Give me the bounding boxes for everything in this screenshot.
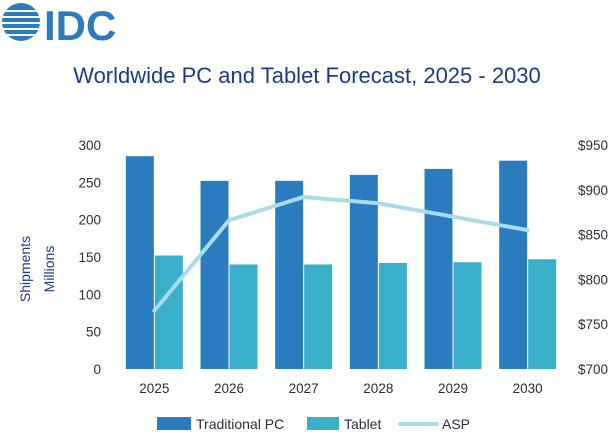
y-right-tick-label: $850 <box>578 228 608 243</box>
bars <box>125 156 557 369</box>
y-right-tick-label: $750 <box>578 317 608 332</box>
bar-tablet <box>304 264 333 369</box>
y-axis-left-title: Shipments Millions <box>17 236 57 302</box>
y-left-tick-label: 100 <box>78 287 101 302</box>
x-tick-label: 2029 <box>438 381 468 396</box>
chart-title: Worldwide PC and Tablet Forecast, 2025 -… <box>73 63 541 88</box>
bar-tablet <box>154 255 183 369</box>
bar-traditional-pc <box>499 160 528 369</box>
y-left-tick-label: 300 <box>78 138 101 153</box>
y-axis-right-ticks: $700 $750 $800 $850 $900 $950 <box>578 138 608 377</box>
bar-tablet <box>453 262 482 369</box>
y-left-tick-label: 0 <box>93 362 101 377</box>
x-tick-label: 2030 <box>513 381 543 396</box>
legend-label: Tablet <box>344 416 381 432</box>
y-right-tick-label: $900 <box>578 183 608 198</box>
y-right-tick-label: $800 <box>578 272 608 287</box>
x-tick-label: 2028 <box>363 381 393 396</box>
y-axis-left-ticks: 0 50 100 150 200 250 300 <box>78 138 101 377</box>
bar-tablet <box>229 264 258 369</box>
idc-logo: IDC <box>0 2 116 49</box>
bar-traditional-pc <box>200 180 229 369</box>
y-axis-left-title-line: Shipments <box>17 236 33 302</box>
legend-swatch <box>157 417 191 430</box>
y-axis-left-title-line: Millions <box>41 246 57 293</box>
legend-swatch <box>307 417 339 430</box>
asp-line <box>152 194 530 313</box>
x-axis-ticks: 2025 2026 2027 2028 2029 2030 <box>139 381 542 396</box>
bar-traditional-pc <box>275 180 304 369</box>
bar-traditional-pc <box>424 168 453 369</box>
bar-traditional-pc <box>349 174 378 369</box>
bar-tablet <box>528 259 557 369</box>
legend-label: ASP <box>442 416 470 432</box>
y-right-tick-label: $950 <box>578 138 608 153</box>
y-left-tick-label: 50 <box>86 325 101 340</box>
y-left-tick-label: 200 <box>78 213 101 228</box>
x-tick-label: 2026 <box>214 381 244 396</box>
legend: Traditional PC Tablet ASP <box>157 416 470 432</box>
x-tick-label: 2027 <box>289 381 319 396</box>
bar-traditional-pc <box>125 156 154 369</box>
bar-tablet <box>378 262 407 369</box>
y-left-tick-label: 150 <box>78 250 101 265</box>
legend-label: Traditional PC <box>196 416 284 432</box>
y-right-tick-label: $700 <box>578 362 608 377</box>
logo-text: IDC <box>44 2 116 49</box>
logo-globe-icon <box>0 3 42 41</box>
asp-line-series <box>152 194 530 313</box>
x-tick-label: 2025 <box>139 381 169 396</box>
y-left-tick-label: 250 <box>78 175 101 190</box>
